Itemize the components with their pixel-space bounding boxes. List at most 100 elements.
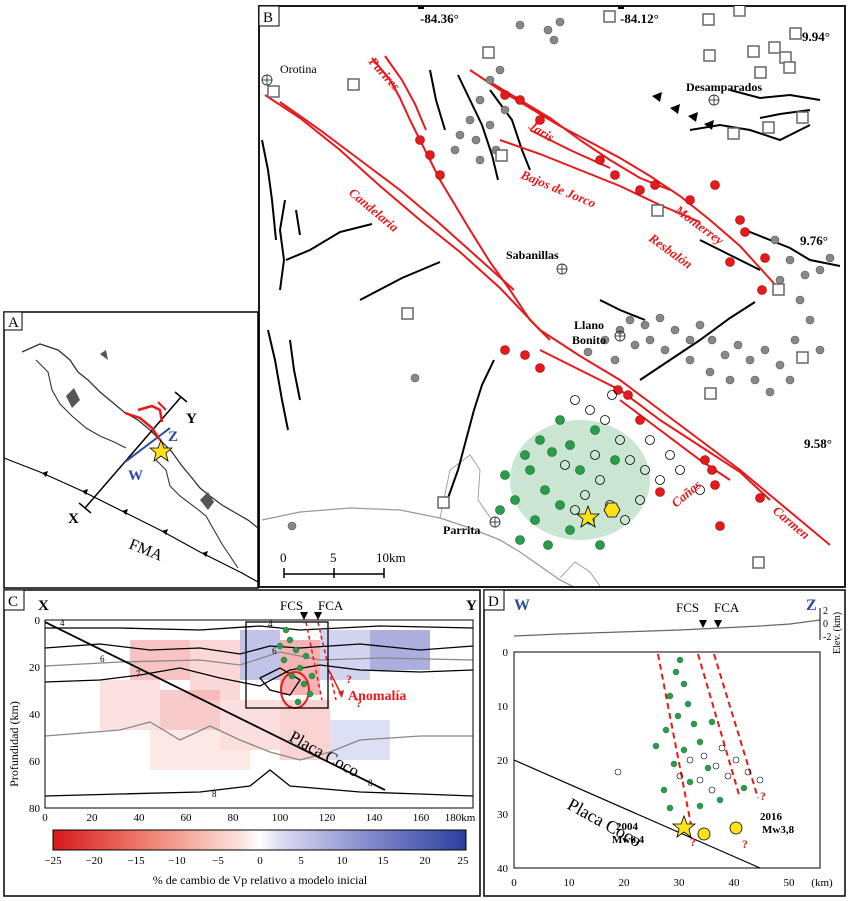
contour-4b: 4: [268, 619, 273, 629]
d-xtick-0: 0: [511, 877, 517, 889]
d-ytick-30: 30: [497, 809, 509, 821]
panel-b-letter: B: [263, 10, 273, 26]
d-ytick-20: 20: [497, 755, 509, 767]
panel-c-left: X: [38, 598, 49, 614]
panel-d-fcs: FCS: [676, 600, 699, 615]
panel-c-letter: C: [8, 594, 18, 610]
place-bonito: Bonito: [572, 333, 606, 347]
panel-c-fcs: FCS: [280, 598, 303, 613]
c-xtick-100: 100: [272, 812, 289, 824]
c-xtick-160: 160: [413, 812, 430, 824]
elev-label: Elev. (km): [832, 612, 843, 654]
d-ytick-0: 0: [503, 647, 509, 659]
colorbar: [52, 829, 467, 851]
contour-6b: 6: [272, 646, 277, 656]
seismic-cluster: [495, 390, 705, 550]
c-ytick-40: 40: [29, 709, 41, 721]
c-ylabel: Profundidad (km): [7, 701, 21, 787]
c-xtick-20: 20: [87, 812, 99, 824]
panel-c-right: Y: [466, 598, 477, 614]
scale-bar: 0 5 10km: [280, 550, 406, 578]
d-xtick-50: 50: [784, 877, 796, 889]
d-xtick-30: 30: [674, 877, 686, 889]
x-label: X: [68, 511, 79, 527]
c-ytick-0: 0: [35, 615, 41, 627]
cbar-tick-15: 15: [378, 855, 390, 867]
c-xtick-120: 120: [319, 812, 336, 824]
eq-2016-hexagon-icon: [697, 827, 711, 841]
eq-2004-year: 2004: [616, 821, 639, 833]
epicenter-2004-star-icon: [575, 504, 601, 528]
c-xtick-180: 180km: [445, 812, 476, 824]
epicenter-star-icon: [148, 438, 174, 462]
eq-2004-mag: Mw6,4: [612, 834, 645, 846]
d-ytick-40: 40: [497, 863, 509, 875]
d-xtick-20: 20: [619, 877, 631, 889]
contour-7: 7: [136, 669, 141, 679]
c-xtick-60: 60: [181, 812, 193, 824]
cbar-tick-25: 25: [458, 855, 470, 867]
place-llano: Llano: [574, 318, 604, 332]
eq-2004-star-icon: [671, 814, 697, 838]
contour-6: 6: [100, 654, 105, 664]
question-d3: ?: [760, 789, 766, 803]
d-ytick-10: 10: [497, 701, 509, 713]
c-xtick-0: 0: [42, 812, 48, 824]
panel-a-letter: A: [8, 315, 19, 331]
cbar-tick-m15: −15: [127, 855, 145, 867]
cbar-tick-20: 20: [420, 855, 432, 867]
place-parrita: Parrita: [443, 523, 480, 537]
c-xtick-140: 140: [366, 812, 383, 824]
cbar-tick-m5: −5: [212, 855, 224, 867]
scale-0: 0: [280, 550, 287, 565]
elev-tick-0: 0: [823, 619, 828, 630]
panel-d-letter: D: [488, 594, 499, 610]
coord-lat-2: 9.76°: [800, 233, 828, 248]
question-d1: ?: [690, 835, 696, 849]
panel-c: C X Y FCS FCA: [3, 589, 481, 897]
eq-2016-year: 2016: [760, 811, 783, 823]
eq-2016-mag: Mw3,8: [762, 824, 795, 836]
c-xtick-80: 80: [228, 812, 240, 824]
coord-lon-2: -84.12°: [620, 11, 659, 26]
question-c1: ?: [346, 672, 352, 686]
panel-a: A FMA X Y W Z: [3, 311, 259, 589]
coord-lon-1: -84.36°: [420, 11, 459, 26]
cbar-tick-10: 10: [337, 855, 349, 867]
d-xtick-km: (km): [811, 877, 833, 889]
coord-lat-1: 9.94°: [802, 29, 830, 44]
d-xtick-40: 40: [729, 877, 741, 889]
c-xtick-40: 40: [134, 812, 146, 824]
cbar-tick-5: 5: [298, 855, 304, 867]
question-d2: ?: [742, 837, 748, 851]
anomaly-label: Anomalía: [348, 689, 406, 704]
epicenter-2016-hexagon-icon: [603, 502, 621, 518]
panel-b: B: [258, 5, 846, 588]
cbar-tick-0: 0: [257, 855, 263, 867]
place-desamparados: Desamparados: [686, 80, 762, 94]
elev-ticks: 2 0 -2: [823, 606, 831, 643]
contour-8: 8: [212, 789, 217, 799]
coord-lat-3: 9.58°: [804, 436, 832, 451]
y-label: Y: [186, 411, 197, 427]
c-ytick-20: 20: [29, 662, 41, 674]
colorbar-label: % de cambio de Vp relativo a modelo inic…: [153, 873, 368, 887]
panel-d-right: Z: [806, 597, 817, 614]
z-label: Z: [168, 429, 178, 445]
c-ytick-80: 80: [29, 803, 41, 815]
d-xtick-10: 10: [564, 877, 576, 889]
cbar-tick-m25: −25: [44, 855, 62, 867]
panel-d-left: W: [514, 597, 530, 614]
place-orotina: Orotina: [280, 62, 317, 76]
scale-5: 5: [330, 550, 337, 565]
elev-tick-m2: -2: [823, 632, 831, 643]
panel-c-fca: FCA: [318, 598, 344, 613]
cbar-tick-m20: −20: [85, 855, 103, 867]
scale-10: 10km: [376, 550, 406, 565]
contour-8b: 8: [368, 778, 373, 788]
place-sabanillas: Sabanillas: [506, 248, 559, 262]
cbar-tick-m10: −10: [168, 855, 186, 867]
c-ytick-60: 60: [29, 756, 41, 768]
question-c2: ?: [356, 696, 362, 710]
